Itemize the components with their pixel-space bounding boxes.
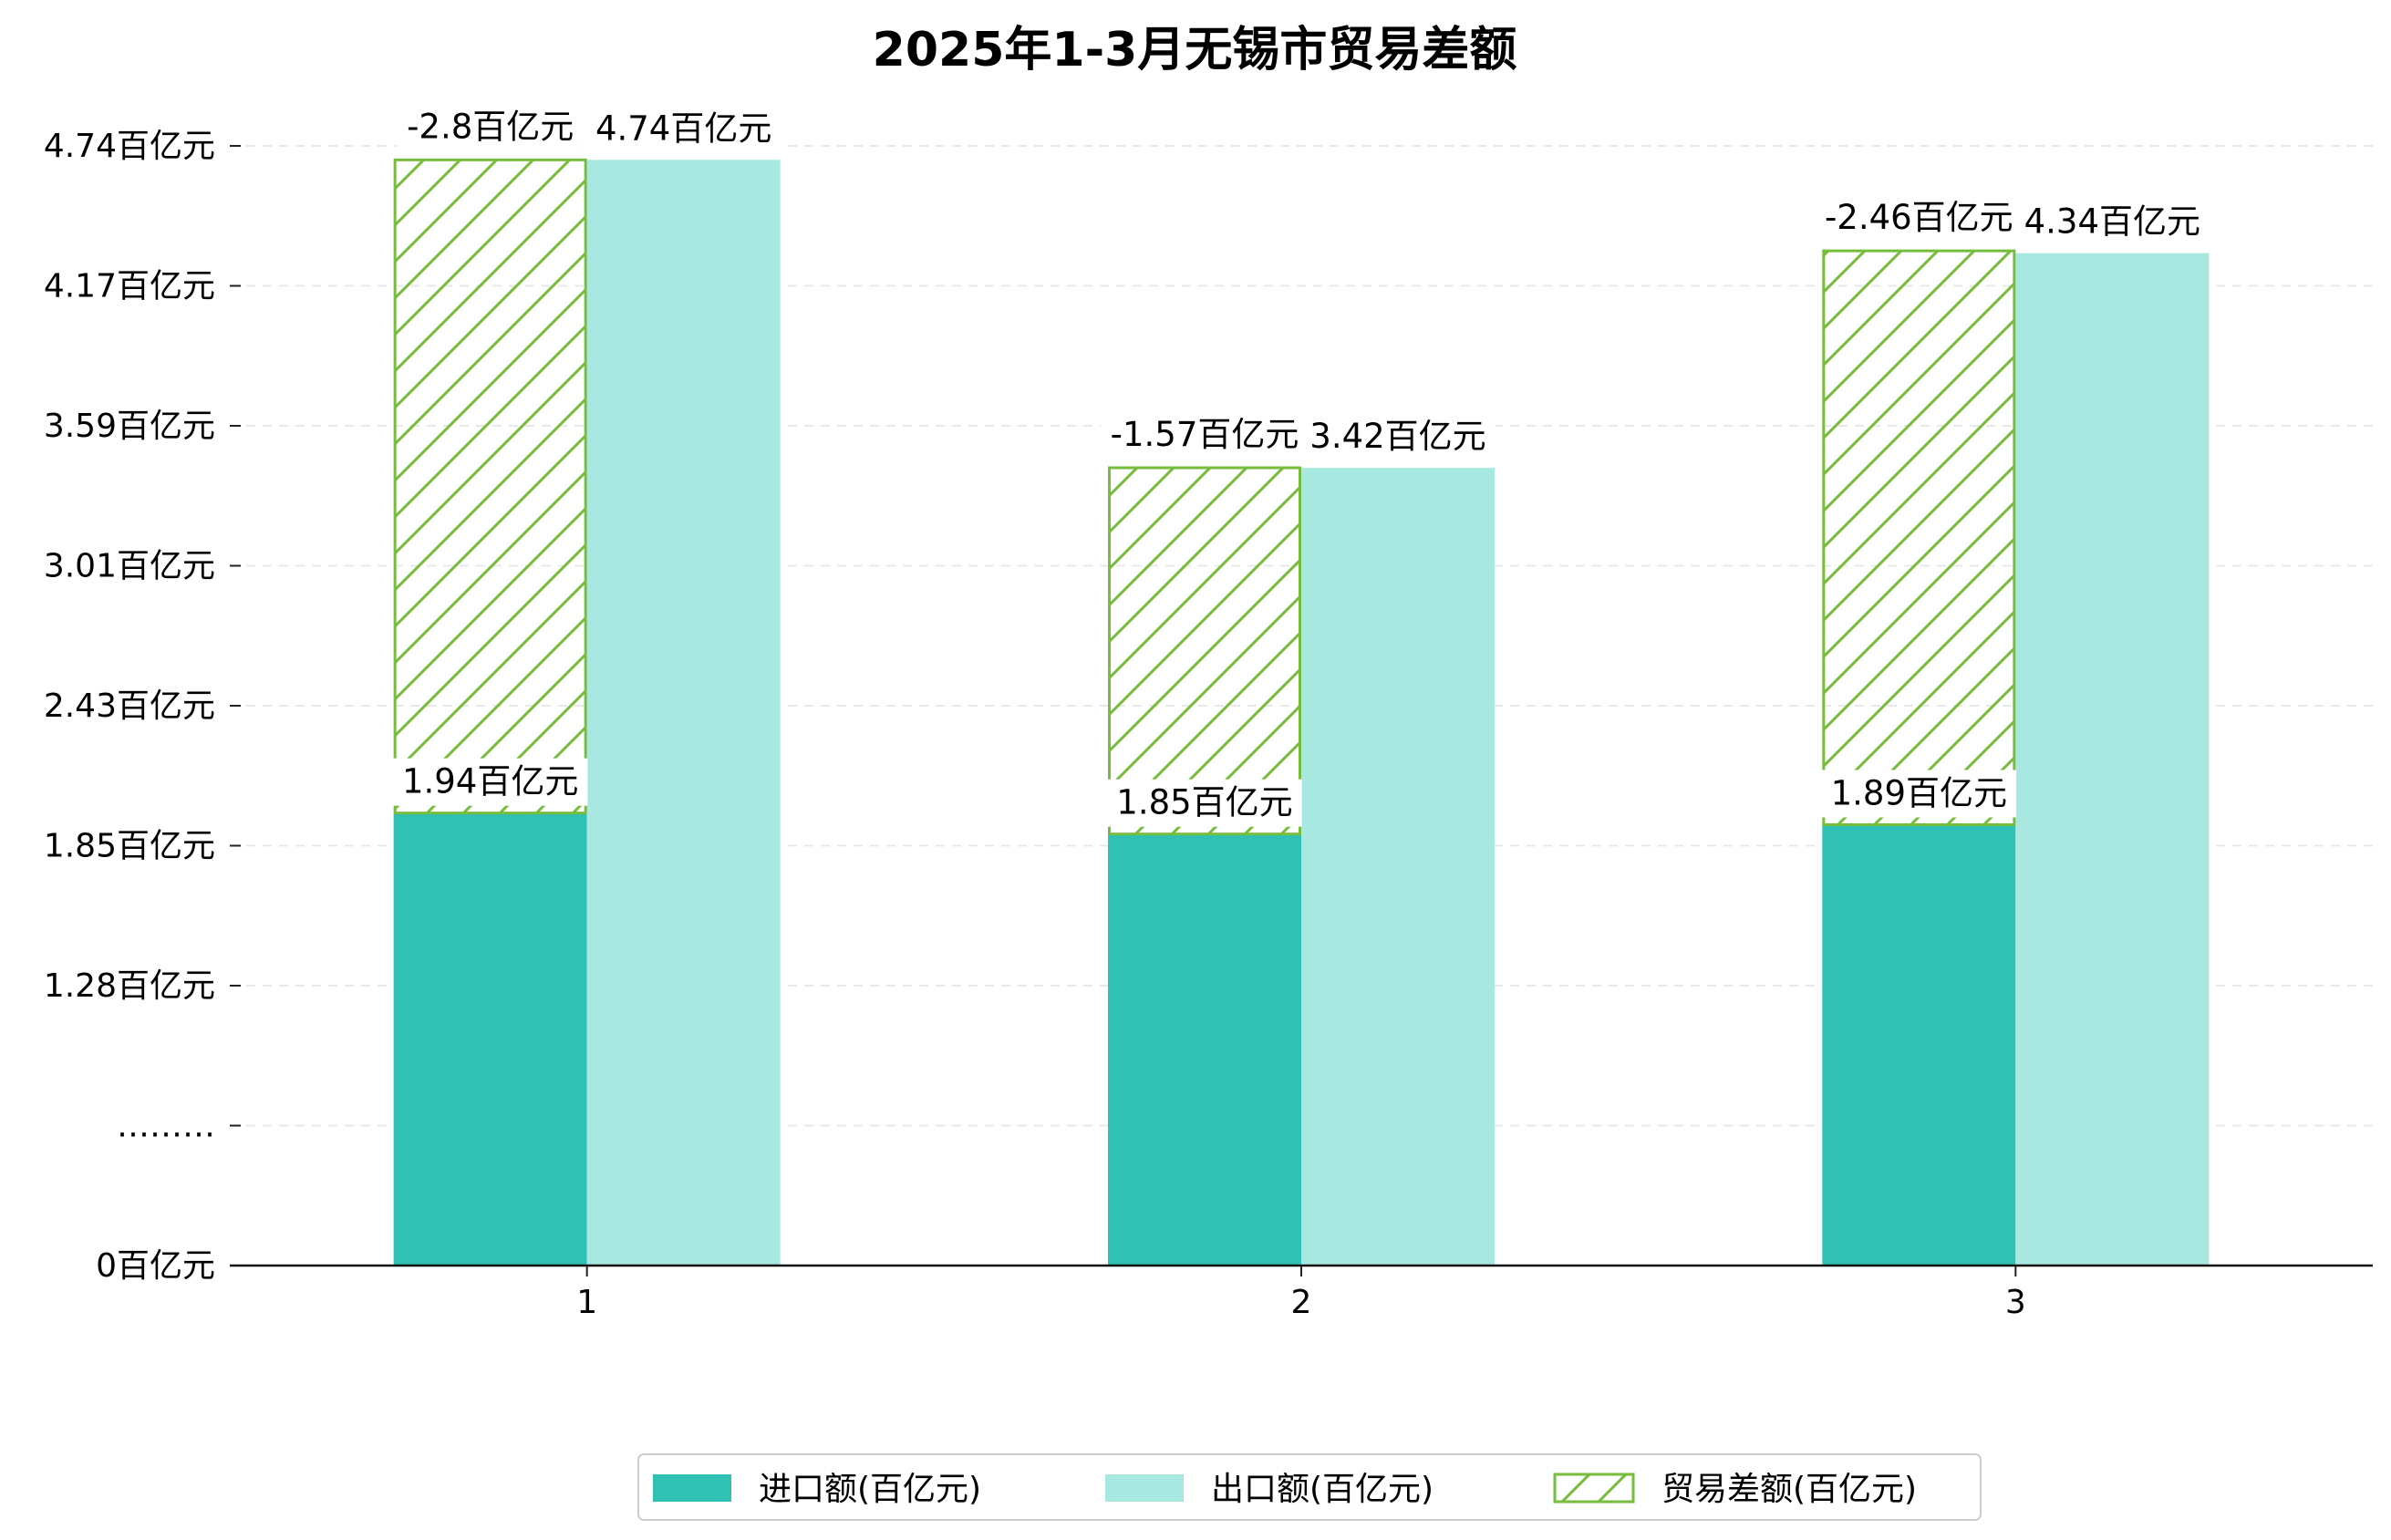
data-label: -2.8百亿元 bbox=[407, 107, 574, 146]
y-tick-label: 3.59百亿元 bbox=[44, 408, 215, 445]
x-tick-label: 2 bbox=[1291, 1284, 1312, 1321]
data-label-balance: -2.8百亿元 bbox=[398, 103, 584, 151]
data-label: 1.89百亿元 bbox=[1831, 773, 2007, 812]
data-label-export: 4.34百亿元 bbox=[2014, 198, 2210, 246]
bar-import bbox=[1822, 824, 2016, 1266]
y-tick-label: 1.28百亿元 bbox=[44, 967, 215, 1005]
y-tick-label: 4.74百亿元 bbox=[44, 128, 215, 165]
legend-label-balance: 贸易差额(百亿元) bbox=[1661, 1471, 1917, 1508]
x-tick-label: 1 bbox=[576, 1284, 597, 1321]
y-axis: 0百亿元 ……… 1.28百亿元 1.85百亿元 2.43百亿元 3.01百亿元 3.59百… bbox=[44, 128, 241, 1285]
x-axis: 1 2 3 bbox=[230, 1264, 2373, 1321]
data-label-import: 1.89百亿元 bbox=[1821, 770, 2017, 818]
data-label: -2.46百亿元 bbox=[1825, 198, 2013, 237]
bar-export bbox=[586, 160, 781, 1266]
data-label-background bbox=[1815, 194, 2023, 243]
legend-swatch-import bbox=[653, 1474, 731, 1502]
data-label: 1.85百亿元 bbox=[1116, 783, 1292, 822]
x-tick-label: 3 bbox=[2005, 1284, 2026, 1321]
data-label-background bbox=[1101, 411, 1309, 460]
bar-import bbox=[393, 812, 587, 1266]
y-tick-label: 0百亿元 bbox=[96, 1247, 215, 1285]
bars bbox=[393, 158, 2210, 1266]
y-tick-label: ……… bbox=[117, 1108, 215, 1145]
y-tick-label: 4.17百亿元 bbox=[44, 268, 215, 305]
legend: 进口额(百亿元) 出口额(百亿元) 贸易差额(百亿元) bbox=[637, 1453, 1982, 1521]
y-tick-label: 3.01百亿元 bbox=[44, 548, 215, 585]
data-label-import: 1.85百亿元 bbox=[1107, 779, 1302, 827]
bar-import bbox=[1108, 833, 1301, 1266]
data-label-background bbox=[2014, 198, 2210, 246]
data-label: -1.57百亿元 bbox=[1111, 415, 1299, 454]
legend-frame bbox=[637, 1453, 1982, 1521]
data-label-background bbox=[1107, 779, 1302, 827]
data-label-background bbox=[585, 105, 781, 153]
chart-title: 2025年1-3月无锡市贸易差额 bbox=[873, 23, 1517, 78]
data-label-background bbox=[1821, 770, 2017, 818]
data-label-balance: -1.57百亿元 bbox=[1101, 411, 1309, 460]
data-label-background bbox=[1300, 413, 1496, 461]
bar-export bbox=[1301, 468, 1495, 1266]
data-labels: 1.94百亿元 -2.8百亿元 4.74百亿元 1.85百亿元 -1.57百亿元 3.42… bbox=[392, 103, 2210, 827]
data-label-balance: -2.46百亿元 bbox=[1815, 194, 2023, 243]
data-label: 1.94百亿元 bbox=[402, 762, 578, 801]
bar-balance bbox=[1108, 466, 1301, 836]
bar-balance bbox=[1822, 249, 2016, 826]
data-label-export: 4.74百亿元 bbox=[585, 105, 781, 153]
legend-swatch-balance bbox=[1553, 1473, 1635, 1504]
legend-label-export: 出口额(百亿元) bbox=[1211, 1471, 1434, 1508]
y-tick-label: 1.85百亿元 bbox=[44, 828, 215, 865]
data-label-import: 1.94百亿元 bbox=[392, 758, 588, 806]
data-label-background bbox=[392, 758, 588, 806]
y-tick-label: 2.43百亿元 bbox=[44, 687, 215, 725]
legend-swatch-export bbox=[1105, 1474, 1184, 1502]
data-label-background bbox=[398, 103, 584, 151]
bar-export bbox=[2015, 253, 2210, 1266]
data-label-export: 3.42百亿元 bbox=[1300, 413, 1496, 461]
data-label: 4.74百亿元 bbox=[595, 109, 771, 148]
data-label: 4.34百亿元 bbox=[2024, 202, 2200, 242]
legend-label-import: 进口额(百亿元) bbox=[759, 1471, 981, 1508]
data-label: 3.42百亿元 bbox=[1309, 417, 1485, 456]
bar-balance bbox=[393, 158, 587, 815]
